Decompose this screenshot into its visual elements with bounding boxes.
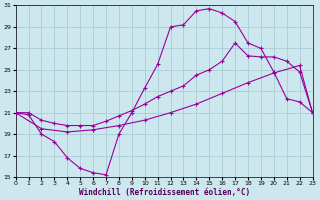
X-axis label: Windchill (Refroidissement éolien,°C): Windchill (Refroidissement éolien,°C) bbox=[78, 188, 250, 197]
